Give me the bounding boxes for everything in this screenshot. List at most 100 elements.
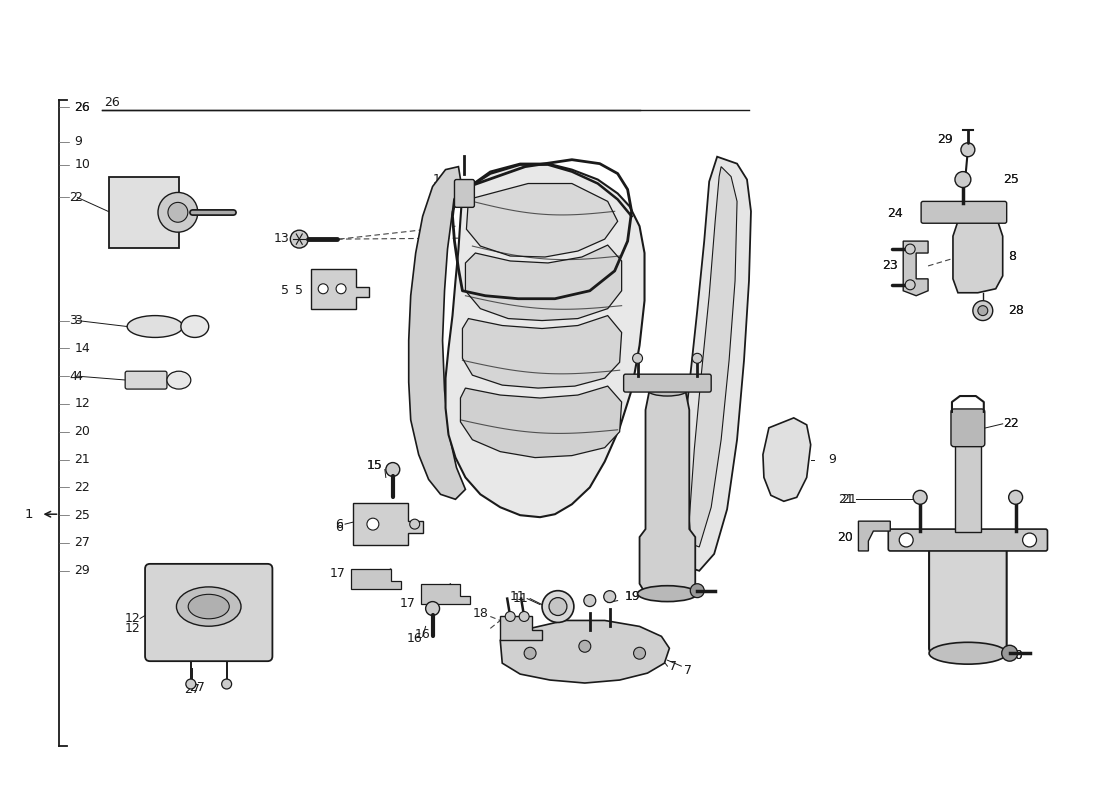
Text: 7: 7 [670, 660, 678, 673]
Text: 23: 23 [882, 259, 899, 273]
Circle shape [632, 354, 642, 363]
Text: 8: 8 [1008, 250, 1015, 262]
Circle shape [972, 301, 993, 321]
Ellipse shape [648, 384, 688, 396]
Polygon shape [353, 503, 422, 545]
Polygon shape [311, 269, 368, 309]
FancyBboxPatch shape [145, 564, 273, 661]
Text: 11: 11 [513, 592, 528, 605]
Text: 8: 8 [1008, 250, 1015, 262]
Text: 6: 6 [336, 521, 343, 534]
Polygon shape [466, 183, 618, 257]
Circle shape [318, 284, 328, 294]
FancyBboxPatch shape [454, 179, 474, 207]
Text: 3: 3 [75, 314, 82, 327]
Text: 22: 22 [1003, 418, 1019, 430]
Text: 14: 14 [432, 173, 449, 186]
Ellipse shape [180, 315, 209, 338]
Polygon shape [500, 617, 542, 640]
Text: 25: 25 [75, 509, 90, 522]
Polygon shape [465, 245, 622, 321]
Text: 9: 9 [75, 135, 82, 148]
Text: 5: 5 [282, 284, 289, 298]
Text: 28: 28 [1008, 304, 1024, 317]
Text: 17: 17 [330, 567, 346, 580]
Circle shape [692, 354, 702, 363]
FancyBboxPatch shape [930, 545, 1007, 652]
Text: 28: 28 [1008, 304, 1024, 317]
Ellipse shape [128, 315, 183, 338]
Text: 12: 12 [124, 622, 140, 635]
Circle shape [913, 490, 927, 504]
Text: 15: 15 [367, 459, 383, 472]
Circle shape [542, 590, 574, 622]
Polygon shape [409, 166, 465, 499]
FancyBboxPatch shape [952, 409, 984, 446]
Text: 21: 21 [838, 493, 854, 506]
Text: 4: 4 [69, 370, 77, 382]
Text: 29: 29 [75, 564, 90, 578]
Text: 14: 14 [444, 173, 461, 186]
Polygon shape [446, 164, 645, 517]
Text: 6: 6 [336, 518, 343, 530]
FancyBboxPatch shape [889, 529, 1047, 551]
Text: 21: 21 [840, 493, 857, 506]
Text: 13: 13 [274, 232, 289, 245]
Circle shape [222, 679, 232, 689]
Polygon shape [678, 157, 751, 571]
Circle shape [955, 171, 971, 187]
Polygon shape [500, 621, 670, 683]
Circle shape [905, 244, 915, 254]
Text: 15: 15 [367, 459, 383, 472]
Text: 16: 16 [415, 628, 430, 641]
Circle shape [524, 647, 536, 659]
Ellipse shape [188, 594, 229, 618]
Circle shape [1023, 533, 1036, 547]
Text: 14: 14 [75, 342, 90, 355]
FancyBboxPatch shape [624, 374, 712, 392]
Circle shape [691, 584, 704, 598]
Text: 12: 12 [75, 398, 90, 410]
Text: 26: 26 [104, 95, 120, 109]
Polygon shape [903, 241, 928, 296]
Text: 26: 26 [75, 101, 90, 114]
Text: 12: 12 [124, 612, 140, 625]
Text: 18: 18 [472, 607, 488, 620]
Text: 10: 10 [1008, 649, 1024, 662]
Polygon shape [639, 390, 695, 594]
Text: 29: 29 [937, 134, 953, 146]
FancyBboxPatch shape [109, 177, 179, 248]
Ellipse shape [167, 371, 190, 389]
Text: 24: 24 [888, 207, 903, 220]
Circle shape [158, 193, 198, 232]
Circle shape [386, 462, 399, 477]
Circle shape [579, 640, 591, 652]
Text: 10: 10 [1008, 649, 1024, 662]
Ellipse shape [176, 587, 241, 626]
Circle shape [1002, 646, 1018, 661]
Ellipse shape [638, 586, 697, 602]
Text: 17: 17 [399, 597, 416, 610]
Polygon shape [953, 222, 1003, 293]
Text: 10: 10 [75, 158, 90, 171]
Text: 19: 19 [625, 590, 640, 603]
Text: 27: 27 [189, 682, 205, 694]
Circle shape [409, 519, 420, 529]
Circle shape [168, 202, 188, 222]
Text: 29: 29 [937, 134, 953, 146]
Circle shape [426, 602, 440, 615]
Circle shape [604, 590, 616, 602]
Text: 9: 9 [828, 453, 836, 466]
Polygon shape [763, 418, 811, 502]
Text: 2: 2 [69, 191, 77, 204]
Circle shape [186, 679, 196, 689]
Text: 24: 24 [888, 207, 903, 220]
Text: 1: 1 [24, 508, 33, 521]
Ellipse shape [930, 642, 1007, 664]
Text: 25: 25 [1003, 173, 1019, 186]
Circle shape [290, 230, 308, 248]
Text: 20: 20 [837, 530, 854, 543]
Text: 2: 2 [75, 191, 82, 204]
Polygon shape [461, 386, 622, 458]
Text: 27: 27 [75, 537, 90, 550]
